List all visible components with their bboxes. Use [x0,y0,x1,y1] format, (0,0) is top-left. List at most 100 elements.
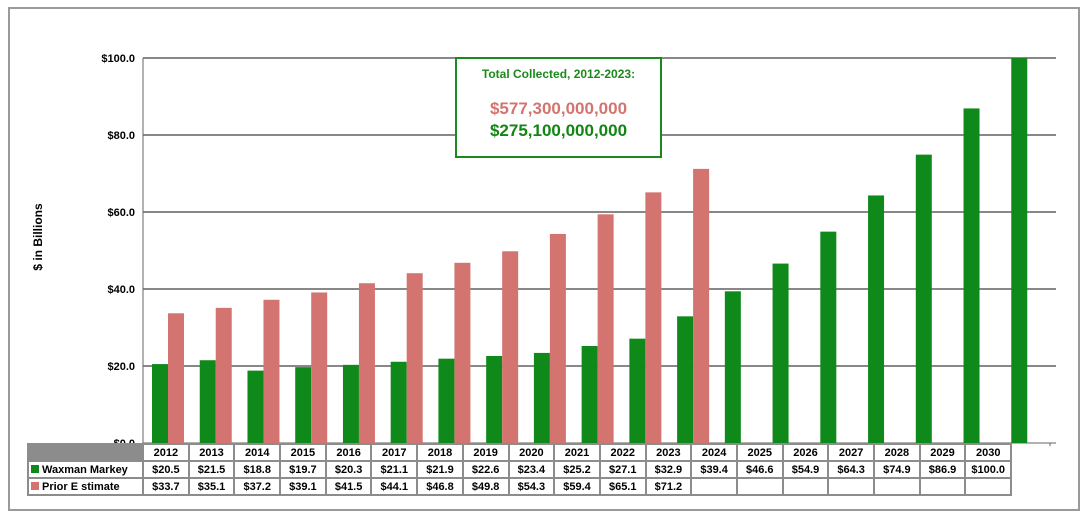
prior-estimate-bar-2016 [358,283,375,443]
annotation-title: Total Collected, 2012-2023: [481,67,636,81]
legend-label: Prior E stimate [42,480,120,493]
value-cell: $100.0 [966,462,1011,477]
year-header: 2021 [555,445,599,460]
waxman-markey-bar-2024 [724,291,741,443]
value-cell: $46.6 [737,462,782,477]
value-cell [875,479,919,494]
value-cell [783,479,828,494]
waxman-markey-bar-2025 [772,263,789,443]
waxman-markey-bar-2012 [152,364,168,443]
legend-swatch [31,481,39,490]
value-cell: $25.2 [555,462,599,477]
year-header: 2016 [326,445,371,460]
y-tick-label: $20.0 [107,361,135,373]
year-header: 2019 [463,445,508,460]
value-cell: $35.1 [189,479,234,494]
value-cell: $41.5 [326,479,371,494]
waxman-markey-bar-2016 [342,364,359,443]
y-axis-label: $ in Billions [31,203,45,271]
value-cell [920,479,965,494]
value-cell: $59.4 [555,479,599,494]
year-header: 2026 [783,445,828,460]
value-cell [966,479,1011,494]
value-cell: $46.8 [418,479,462,494]
chart-frame [8,7,1080,511]
waxman-markey-bar-2014 [247,370,264,443]
table-row-prior-estimate: Prior E stimate $33.7 $35.1 $37.2 $39.1 $41.5… [29,479,1011,494]
prior-estimate-bar-2022 [645,192,662,443]
value-cell: $27.1 [600,462,645,477]
year-header: 2017 [372,445,417,460]
value-cell: $33.7 [144,479,188,494]
value-cell: $23.4 [509,462,554,477]
value-cell: $86.9 [920,462,965,477]
value-cell: $20.5 [144,462,188,477]
legend-entry: Waxman Markey [29,462,142,477]
waxman-markey-bar-2018 [438,358,455,443]
value-cell: $21.5 [189,462,234,477]
prior-estimate-bar-2015 [311,292,328,443]
year-header: 2027 [829,445,873,460]
value-cell: $37.2 [235,479,280,494]
waxman-markey-bar-2022 [629,338,646,443]
waxman-markey-bar-2028 [915,154,932,443]
value-cell: $54.3 [509,479,554,494]
total-collected-annotation: Total Collected, 2012-2023: $577,300,000… [455,57,662,158]
prior-estimate-bar-2019 [502,251,519,443]
value-cell: $18.8 [235,462,280,477]
prior-estimate-bar-2012 [168,313,184,443]
waxman-markey-bar-2023 [677,316,694,443]
waxman-markey-bar-2030 [1011,58,1028,443]
waxman-markey-bar-2029 [963,108,980,443]
year-header: 2022 [600,445,645,460]
value-cell [829,479,873,494]
year-header: 2028 [875,445,919,460]
legend-label: Waxman Markey [42,463,128,476]
waxman-markey-bar-2015 [295,367,312,443]
prior-estimate-bar-2017 [406,273,423,443]
year-header: 2024 [692,445,736,460]
year-header: 2014 [235,445,280,460]
y-tick-label: $100.0 [101,53,135,65]
y-tick-label: $40.0 [107,284,135,296]
value-cell: $21.1 [372,462,417,477]
value-cell: $39.4 [692,462,736,477]
year-header: 2029 [920,445,965,460]
waxman-markey-bar-2013 [199,360,216,443]
year-header: 2013 [189,445,234,460]
waxman-markey-bar-2026 [820,231,837,443]
value-cell: $21.9 [418,462,462,477]
waxman-markey-bar-2019 [486,355,503,443]
value-cell: $39.1 [281,479,325,494]
value-cell: $74.9 [875,462,919,477]
waxman-markey-bar-2021 [581,345,598,443]
legend-entry: Prior E stimate [29,479,142,494]
table-row-waxman-markey: Waxman Markey $20.5 $21.5 $18.8 $19.7 $20.3 $2… [29,462,1011,477]
value-cell: $49.8 [463,479,508,494]
value-cell: $65.1 [600,479,645,494]
prior-estimate-bar-2023 [693,168,710,443]
data-table: 2012 2013 2014 2015 2016 2017 2018 2019 2020 2021… [27,443,1013,496]
waxman-markey-bar-2020 [533,352,550,443]
value-cell [692,479,736,494]
value-cell: $71.2 [646,479,691,494]
year-header: 2023 [646,445,691,460]
y-tick-label: $80.0 [107,130,135,142]
prior-estimate-bar-2013 [215,307,232,443]
year-header: 2012 [144,445,188,460]
y-tick-label: $60.0 [107,207,135,219]
legend-swatch [31,464,39,473]
value-cell [737,479,782,494]
value-cell: $64.3 [829,462,873,477]
waxman-markey-bar-2027 [868,195,885,443]
value-cell: $44.1 [372,479,417,494]
prior-estimate-bar-2018 [454,262,471,443]
value-cell: $19.7 [281,462,325,477]
annotation-waxman-total: $275,100,000,000 [489,121,628,140]
annotation-prior-total: $577,300,000,000 [489,99,628,118]
value-cell: $54.9 [783,462,828,477]
prior-estimate-bar-2014 [263,299,280,443]
value-cell: $22.6 [463,462,508,477]
prior-estimate-bar-2020 [549,233,566,443]
